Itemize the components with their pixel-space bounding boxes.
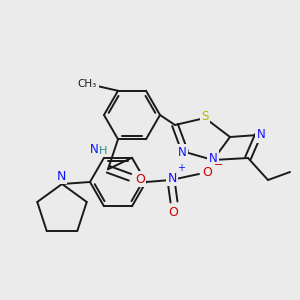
Text: N: N — [256, 128, 266, 142]
Text: N: N — [56, 169, 66, 182]
Text: N: N — [208, 152, 217, 164]
Text: N: N — [178, 146, 186, 158]
Text: S: S — [201, 110, 209, 122]
Text: CH₃: CH₃ — [77, 79, 97, 89]
Text: H: H — [99, 146, 107, 156]
Text: N: N — [90, 143, 98, 156]
Text: N: N — [167, 172, 177, 184]
Text: O: O — [168, 206, 178, 218]
Text: O: O — [202, 167, 212, 179]
Text: −: − — [214, 160, 224, 170]
Text: O: O — [135, 173, 145, 186]
Text: +: + — [177, 163, 185, 173]
Text: CH₃: CH₃ — [78, 79, 98, 89]
